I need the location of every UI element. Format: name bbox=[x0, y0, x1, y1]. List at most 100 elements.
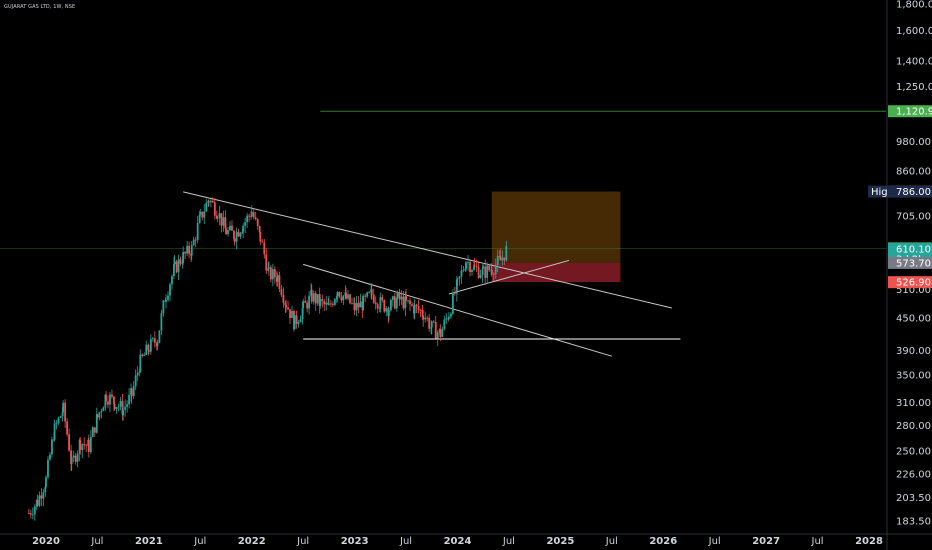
candle-body bbox=[316, 294, 319, 304]
candle-body bbox=[282, 295, 285, 303]
candle-body bbox=[355, 302, 358, 311]
price-axis[interactable]: 1,800.00 1,600.00 1,400.00 1,250.00 980.00 86… bbox=[896, 0, 932, 528]
candle-body bbox=[113, 396, 115, 404]
candle-body bbox=[220, 213, 223, 226]
candle-body bbox=[395, 298, 398, 309]
candle-body bbox=[391, 296, 394, 300]
candle-body bbox=[417, 306, 420, 311]
candle-body bbox=[308, 295, 311, 309]
candle-body bbox=[505, 245, 508, 261]
candle-body bbox=[353, 302, 356, 311]
candle-body bbox=[338, 292, 341, 297]
candle-body bbox=[428, 317, 431, 329]
time-tick-label: 2020 bbox=[32, 536, 60, 547]
candle-body bbox=[436, 332, 439, 339]
candle-body bbox=[402, 296, 405, 309]
candle-body bbox=[173, 261, 176, 265]
candle-body bbox=[248, 215, 251, 217]
time-tick-label: 2028 bbox=[855, 536, 883, 547]
candle-body bbox=[83, 444, 86, 445]
candle-body bbox=[455, 279, 458, 294]
candle-body bbox=[55, 423, 58, 424]
candle-body bbox=[98, 412, 101, 418]
candle-body bbox=[57, 417, 60, 424]
candle-body bbox=[379, 297, 382, 309]
candle-body bbox=[302, 301, 305, 309]
candle-body bbox=[422, 315, 425, 320]
candle-body bbox=[383, 300, 386, 312]
candle-body bbox=[171, 276, 173, 285]
candles bbox=[27, 197, 508, 521]
time-tick-label: Jul bbox=[296, 536, 309, 547]
candle-body bbox=[134, 375, 137, 387]
candle-body bbox=[254, 217, 257, 220]
candle-body bbox=[222, 217, 225, 226]
candle-body bbox=[325, 302, 328, 305]
candle-body bbox=[465, 262, 467, 269]
candle-body bbox=[96, 414, 99, 418]
candle-body bbox=[156, 342, 159, 347]
candle-body bbox=[462, 270, 465, 271]
candle-body bbox=[235, 231, 238, 242]
candle-body bbox=[211, 200, 214, 203]
candle-body bbox=[179, 259, 182, 264]
candle-body bbox=[141, 354, 144, 356]
candle-body bbox=[138, 371, 141, 373]
trendline bbox=[448, 259, 570, 295]
price-tag bbox=[888, 276, 932, 289]
candle-body bbox=[439, 329, 442, 337]
time-tick-label: Jul bbox=[811, 536, 824, 547]
candle-body bbox=[285, 305, 287, 308]
candle-body bbox=[158, 330, 161, 343]
candle-body bbox=[336, 292, 339, 297]
candle-body bbox=[488, 265, 491, 271]
candle-body bbox=[130, 388, 133, 397]
candle-body bbox=[233, 230, 235, 239]
price-tag bbox=[888, 256, 932, 269]
candle-body bbox=[469, 262, 471, 273]
candle-body bbox=[184, 252, 187, 254]
candle-body bbox=[306, 302, 309, 309]
candle-body bbox=[372, 294, 375, 303]
candle-body bbox=[136, 372, 139, 376]
time-axis[interactable]: 2020 Jul 2021 Jul 2022 Jul 2023 Jul 2024 Jul 2025 J… bbox=[32, 536, 883, 547]
candle-body bbox=[93, 427, 96, 433]
candle-body bbox=[284, 302, 287, 306]
candle-body bbox=[415, 304, 418, 307]
candle-body bbox=[105, 394, 107, 402]
candle-body bbox=[198, 214, 201, 223]
candle-body bbox=[153, 338, 156, 343]
price-tick-label: 203.50 bbox=[896, 493, 931, 504]
candle-body bbox=[215, 215, 218, 219]
candle-body bbox=[432, 321, 435, 323]
high-marker-badge bbox=[868, 185, 890, 198]
candle-body bbox=[481, 268, 484, 276]
candle-body bbox=[351, 302, 353, 304]
candle-body bbox=[345, 292, 347, 299]
price-tick-label: 860.00 bbox=[896, 167, 931, 178]
candle-body bbox=[409, 300, 411, 305]
candle-body bbox=[319, 299, 322, 306]
candle-body bbox=[312, 293, 315, 302]
candle-body bbox=[295, 315, 298, 324]
price-tick-label: 390.00 bbox=[896, 346, 931, 357]
price-tag-label: 1,120.95 bbox=[896, 107, 932, 118]
price-tick-label: 1,250.00 bbox=[896, 82, 932, 93]
candle-body bbox=[310, 289, 313, 302]
candle-body bbox=[111, 394, 113, 397]
position-zones[interactable] bbox=[491, 191, 621, 283]
candle-body bbox=[434, 322, 437, 339]
high-marker-value-tag bbox=[888, 185, 932, 198]
candle-body bbox=[132, 386, 135, 397]
time-tick-label: 2022 bbox=[238, 536, 266, 547]
time-tick-label: 2026 bbox=[649, 536, 677, 547]
candle-body bbox=[53, 439, 55, 441]
candle-body bbox=[426, 317, 429, 319]
candle-body bbox=[231, 225, 233, 231]
candle-body bbox=[460, 270, 463, 277]
price-tick-label: 1,600.00 bbox=[896, 26, 932, 37]
candle-body bbox=[177, 259, 180, 273]
candle-body bbox=[421, 310, 424, 316]
drawing-lines[interactable] bbox=[0, 110, 886, 357]
